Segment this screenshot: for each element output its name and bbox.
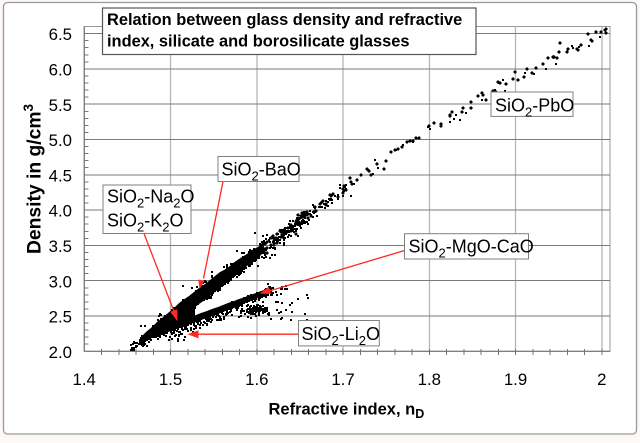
- svg-text:6.0: 6.0: [49, 61, 72, 80]
- svg-text:3.0: 3.0: [49, 272, 72, 291]
- svg-text:SiO2-Na2O: SiO2-Na2O: [107, 187, 195, 211]
- svg-text:1.9: 1.9: [504, 370, 527, 389]
- svg-text:SiO2-BaO: SiO2-BaO: [222, 160, 301, 184]
- svg-text:2: 2: [597, 370, 606, 389]
- svg-text:1.5: 1.5: [159, 370, 182, 389]
- svg-text:Density in g/cm3: Density in g/cm3: [21, 104, 46, 255]
- svg-text:1.7: 1.7: [331, 370, 354, 389]
- svg-text:4.0: 4.0: [49, 202, 72, 221]
- svg-text:index, silicate and borosilica: index, silicate and borosilicate glasses: [107, 33, 409, 51]
- svg-text:3.5: 3.5: [49, 237, 72, 256]
- svg-text:6.5: 6.5: [49, 25, 72, 44]
- svg-text:1.6: 1.6: [245, 370, 268, 389]
- svg-text:2.5: 2.5: [49, 308, 72, 327]
- svg-text:1.4: 1.4: [73, 370, 96, 389]
- svg-text:2.0: 2.0: [49, 343, 72, 362]
- svg-text:1.8: 1.8: [418, 370, 441, 389]
- svg-text:Relation between glass density: Relation between glass density and refra…: [107, 11, 462, 29]
- svg-text:4.5: 4.5: [49, 166, 72, 185]
- svg-text:5.5: 5.5: [49, 96, 72, 115]
- svg-text:5.0: 5.0: [49, 131, 72, 150]
- svg-text:Refractive index, nD: Refractive index, nD: [269, 401, 425, 422]
